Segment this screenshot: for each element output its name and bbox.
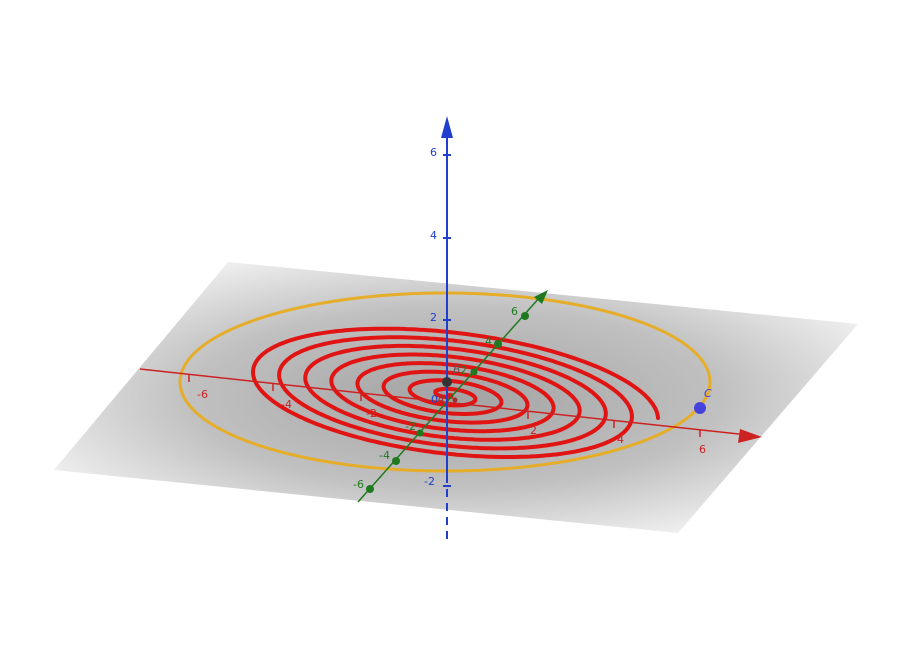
y-tick-label: 4 bbox=[485, 335, 492, 348]
circle-curve[interactable] bbox=[178, 291, 712, 473]
origin-label: 0 bbox=[431, 393, 438, 406]
point-c-label: C bbox=[704, 387, 712, 400]
x-axis[interactable] bbox=[139, 368, 749, 436]
x-tick-label: 6 bbox=[699, 443, 706, 456]
z-tick-label: -2 bbox=[424, 475, 435, 488]
y-tick-label: -4 bbox=[379, 449, 390, 462]
x-tick-label: 4 bbox=[617, 433, 624, 446]
z-axis-arrow-icon bbox=[441, 116, 453, 138]
xy-plane[interactable] bbox=[54, 262, 858, 533]
point-a-label: A bbox=[436, 393, 445, 406]
x-tick-label: -4 bbox=[281, 398, 292, 411]
y-tick-label: -6 bbox=[353, 478, 364, 491]
x-tick-label: -6 bbox=[197, 388, 208, 401]
y-axis-ticks bbox=[366, 312, 529, 493]
point-b-label: B bbox=[453, 363, 461, 376]
point-b[interactable] bbox=[442, 377, 452, 387]
z-axis-ticks bbox=[443, 154, 451, 487]
z-tick-label: 6 bbox=[430, 146, 437, 159]
y-axis[interactable] bbox=[357, 296, 541, 503]
x-tick-label: -2 bbox=[366, 407, 377, 420]
point-c[interactable] bbox=[694, 402, 706, 414]
x-axis-ticks bbox=[188, 374, 701, 437]
z-tick-label: 2 bbox=[430, 311, 437, 324]
x-tick-label: 2 bbox=[530, 424, 537, 437]
z-tick-label: 4 bbox=[430, 229, 437, 242]
y-tick-label: -2 bbox=[405, 420, 416, 433]
y-tick-label: 2 bbox=[460, 364, 467, 377]
y-axis-arrow-icon bbox=[534, 290, 548, 304]
y-tick-label: 6 bbox=[511, 305, 518, 318]
point-a[interactable] bbox=[452, 397, 458, 403]
x-axis-arrow-icon bbox=[738, 429, 762, 443]
